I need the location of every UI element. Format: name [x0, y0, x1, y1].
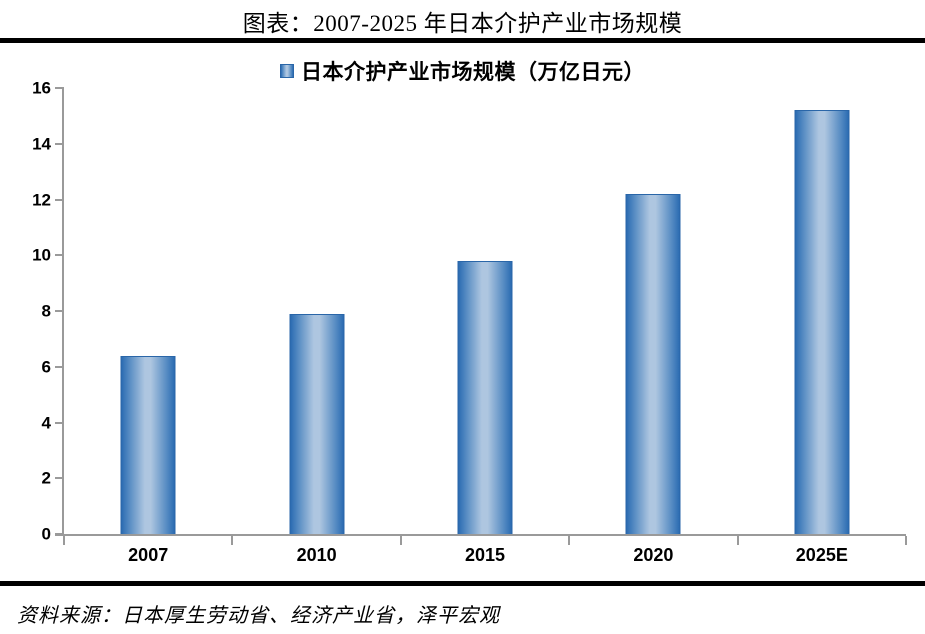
bar-2020: [625, 193, 681, 534]
y-axis-tick: [55, 477, 64, 480]
bar-series: [64, 88, 906, 534]
x-axis-tick: [63, 536, 65, 545]
y-axis: 0 2 4 6 8 10 12 14 16: [32, 80, 906, 543]
bar-slot-2010: [232, 88, 400, 534]
x-axis-labels: 2007 2010 2015 2020 2025E: [64, 546, 906, 564]
y-axis-label: 2: [41, 468, 51, 488]
divider-line-bottom: [0, 581, 925, 586]
x-axis-line-extension: [55, 534, 64, 536]
legend-marker-icon: [280, 64, 294, 78]
y-axis-tick: [55, 87, 64, 89]
bar-slot-2020: [569, 88, 737, 534]
divider-line-top: [0, 38, 925, 43]
plot-area: 0 2 4 6 8 10 12 14 16 2007 2010 2015 2020 2025E: [32, 80, 907, 564]
legend-label: 日本介护产业市场规模（万亿日元）: [301, 60, 645, 84]
y-axis-label: 14: [32, 134, 51, 154]
bar-slot-2007: [64, 88, 232, 534]
y-axis-label: 12: [32, 190, 51, 209]
bar-2015: [457, 260, 513, 534]
x-axis-label: 2025E: [795, 545, 848, 565]
source-note: 资料来源：日本厚生劳动省、经济产业省，泽平宏观: [17, 605, 500, 627]
x-axis-label: 2007: [128, 545, 169, 565]
y-axis-label: 0: [41, 524, 51, 544]
y-axis-tick: [55, 365, 64, 368]
x-axis-tick: [736, 536, 739, 545]
x-axis-label: 2020: [633, 545, 674, 565]
x-axis-tick: [568, 536, 571, 545]
y-axis-label: 16: [32, 78, 51, 98]
x-axis-label: 2015: [464, 545, 506, 565]
bar-slot-2015: [401, 88, 569, 534]
y-axis-tick: [55, 198, 64, 201]
y-axis-tick: [55, 142, 64, 145]
y-axis-label: 6: [41, 357, 51, 377]
chart-legend: 日本介护产业市场规模（万亿日元）: [0, 56, 925, 86]
y-axis-label: 8: [41, 301, 51, 321]
x-axis-tick: [231, 536, 234, 545]
y-axis-tick: [55, 310, 64, 312]
x-axis-tick: [399, 536, 402, 545]
y-axis-tick: [55, 421, 64, 424]
x-axis-tick: [905, 536, 907, 545]
bar-slot-2025E: [738, 88, 906, 534]
y-axis-tick: [55, 254, 64, 257]
y-axis-label: 10: [32, 245, 51, 265]
chart-title: 图表：2007-2025 年日本介护产业市场规模: [242, 11, 683, 36]
x-axis-label: 2010: [296, 545, 337, 565]
bar-2010: [289, 313, 345, 534]
y-axis-label: 4: [41, 413, 51, 432]
y-axis-tick: [55, 533, 64, 535]
bar-2025E: [794, 110, 850, 534]
bar-2007: [120, 355, 176, 534]
